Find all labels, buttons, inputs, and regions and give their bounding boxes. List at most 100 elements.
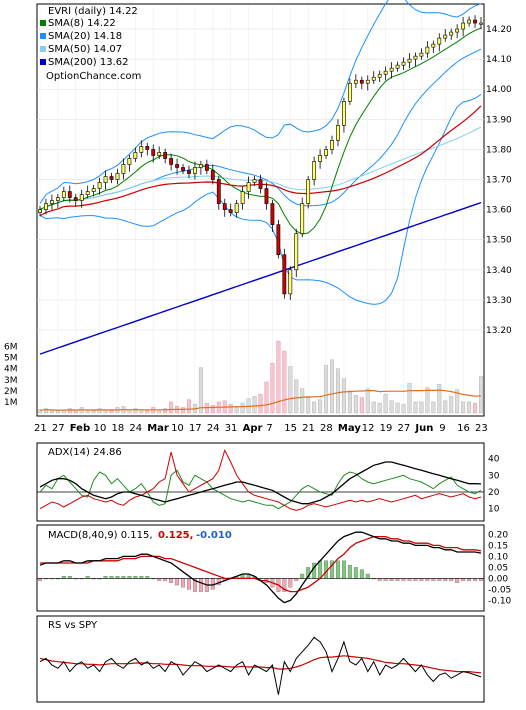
macd-histogram-bar: [377, 578, 382, 581]
macd-histogram-bar: [419, 578, 424, 581]
x-tick-label: 24: [129, 423, 142, 434]
candle-body: [425, 46, 430, 54]
volume-bar: [407, 382, 412, 414]
macd-histogram-bar: [467, 578, 472, 581]
macd-histogram-bar: [300, 573, 305, 579]
candle-body: [61, 191, 66, 198]
candle-body: [401, 61, 406, 66]
volume-bar: [467, 401, 472, 414]
macd-y-tick-label: -0.10: [488, 596, 512, 606]
macd-histogram-bar: [449, 578, 454, 581]
macd-histogram-bar: [365, 573, 370, 579]
macd-histogram-bar: [187, 578, 191, 590]
volume-bar: [91, 410, 96, 414]
candle-body: [151, 149, 156, 156]
candle-body: [181, 167, 185, 171]
macd-histogram-bar: [121, 576, 126, 579]
macd-y-tick-label: 0.15: [488, 541, 508, 551]
volume-bar: [282, 350, 287, 414]
macd-y-tick-label: 0.05: [488, 563, 508, 573]
candle-body: [377, 73, 382, 78]
macd-histogram-bar: [383, 578, 388, 581]
macd-histogram-bar: [401, 578, 406, 581]
candle-body: [318, 155, 322, 162]
macd-panel-frame: [36, 524, 485, 612]
volume-y-tick-label: 5M: [4, 354, 18, 364]
x-tick-label: 21: [302, 423, 315, 434]
price-panel-frame: [36, 3, 485, 417]
candle-body: [240, 191, 245, 204]
volume-bar: [389, 400, 394, 414]
sma8-line: [39, 27, 482, 235]
volume-y-tick-label: 3M: [4, 376, 18, 386]
x-tick-label: 27: [52, 423, 65, 434]
price-y-tick-label: 14.00: [486, 85, 512, 95]
candle-body: [204, 164, 209, 171]
candle-body: [38, 209, 42, 213]
candle-body: [103, 176, 108, 183]
macd-hist-label: -0.010: [196, 530, 232, 541]
volume-bar: [264, 381, 269, 414]
candle-body: [216, 179, 221, 204]
volume-bar: [437, 384, 442, 414]
volume-bar: [455, 389, 460, 414]
candle-body: [252, 179, 257, 183]
macd-histogram-bar: [169, 578, 174, 583]
volume-bar: [97, 408, 102, 414]
volume-y-tick-label: 1M: [4, 398, 18, 408]
candle-body: [347, 82, 352, 102]
bollinger-lower-line: [39, 94, 482, 305]
x-tick-label: Feb: [70, 423, 90, 434]
price-y-tick-label: 13.20: [486, 326, 512, 336]
volume-bar: [479, 376, 484, 414]
volume-bar: [240, 402, 245, 414]
price-y-tick-label: 13.80: [486, 145, 512, 155]
volume-bar: [145, 410, 150, 414]
price-y-tick-label: 14.10: [486, 55, 512, 65]
volume-bar: [419, 401, 424, 414]
volume-bar: [55, 410, 60, 414]
volume-bar: [67, 408, 72, 414]
x-tick-label: 19: [380, 423, 393, 434]
candle-body: [121, 164, 126, 174]
volume-bar: [186, 399, 191, 414]
legend-sma8-label: SMA(8) 14.22: [48, 18, 116, 29]
volume-bar: [288, 366, 293, 414]
volume-bar: [276, 340, 281, 414]
macd-histogram-bar: [103, 576, 108, 579]
candle-body: [97, 182, 102, 189]
macd-histogram-bar: [395, 578, 400, 581]
candle-body: [431, 43, 436, 48]
volume-bar: [210, 405, 215, 414]
candle-body: [169, 158, 174, 165]
macd-histogram-bar: [455, 578, 460, 583]
adx-panel-frame: [36, 442, 485, 522]
price-y-tick-label: 13.30: [486, 296, 512, 306]
x-tick-label: 12: [362, 423, 375, 434]
candle-body: [276, 224, 281, 256]
adx-y-tick-label: 30: [488, 471, 500, 481]
candle-body: [115, 173, 120, 180]
volume-bar: [401, 403, 406, 414]
candle-body: [455, 28, 460, 33]
candle-body: [145, 146, 150, 150]
macd-histogram-bar: [115, 576, 120, 579]
candle-body: [50, 200, 54, 204]
macd-histogram-bar: [38, 578, 42, 581]
legend-sma20-swatch: [40, 33, 46, 39]
volume-bar: [377, 402, 382, 414]
rs-label: RS vs SPY: [48, 620, 98, 631]
volume-bar: [449, 396, 454, 414]
candle-body: [109, 176, 114, 180]
volume-bar: [312, 401, 317, 414]
volume-bar: [228, 403, 233, 414]
volume-bar: [163, 408, 168, 414]
candle-body: [389, 67, 394, 72]
candle-body: [133, 152, 138, 159]
macd-histogram-bar: [347, 565, 352, 579]
macd-histogram-bar: [61, 576, 66, 579]
volume-bar: [181, 407, 186, 414]
adx-y-tick-label: 40: [488, 455, 500, 465]
